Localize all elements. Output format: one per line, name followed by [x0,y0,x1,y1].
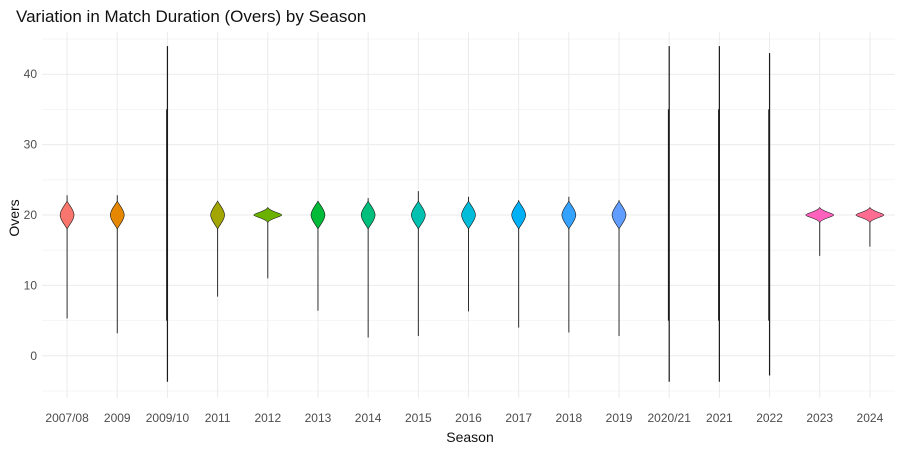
violin-body [561,200,577,230]
violin-2022 [768,53,771,376]
violin-2012 [253,206,283,279]
violins [59,46,885,382]
violin-2017 [511,200,526,328]
x-tick-label: 2009/10 [146,411,190,425]
violin-2011 [210,200,225,297]
x-tick-label: 2022 [756,411,783,425]
violin-2013 [310,200,326,311]
violin-2016 [461,196,476,312]
y-tick-label: 40 [24,67,38,81]
chart-title: Variation in Match Duration (Overs) by S… [16,7,366,26]
x-tick-label: 2013 [305,411,332,425]
violin-2020-21 [667,46,670,382]
violin-body [511,200,526,230]
violin-2018 [561,196,577,333]
violin-2009-10 [166,46,169,382]
violin-2019 [611,200,627,337]
violin-body [855,206,885,224]
y-tick-label: 0 [30,349,37,363]
x-tick-label: 2024 [857,411,884,425]
y-tick-label: 10 [24,278,38,292]
violin-body [805,206,835,224]
x-tick-label: 2012 [254,411,281,425]
violin-body [411,200,426,230]
violin-body [461,200,476,230]
violin-2007-08 [59,195,75,319]
x-tick-label: 2007/08 [45,411,89,425]
x-tick-label: 2020/21 [648,411,692,425]
violin-2024 [855,206,885,247]
violin-2014 [360,198,376,338]
y-tick-label: 20 [24,208,38,222]
y-axis-ticks: 0 10 20 30 40 [24,67,38,363]
x-tick-label: 2019 [606,411,633,425]
x-tick-label: 2023 [806,411,833,425]
x-axis-ticks: 2007/08 2009 2009/10 2011 2012 2013 2014 2015 20… [45,411,883,425]
violin-2021 [718,46,720,382]
violin-2015 [411,191,426,337]
x-tick-label: 2009 [104,411,131,425]
x-tick-label: 2021 [706,411,733,425]
x-axis-title: Season [446,429,493,445]
violin-2009 [109,195,125,334]
violin-2023 [805,206,835,256]
violin-body [360,200,376,230]
x-tick-label: 2016 [455,411,482,425]
violin-body [611,200,627,230]
y-axis-title: Overs [6,199,22,236]
violin-body [310,200,326,230]
x-tick-label: 2014 [355,411,382,425]
violin-body [210,200,225,230]
violin-body [59,200,75,230]
x-tick-label: 2017 [505,411,532,425]
x-tick-label: 2011 [205,411,231,425]
x-tick-label: 2015 [405,411,432,425]
violin-body [253,206,283,224]
x-tick-label: 2018 [556,411,583,425]
violin-body [109,200,125,230]
y-tick-label: 30 [24,138,38,152]
